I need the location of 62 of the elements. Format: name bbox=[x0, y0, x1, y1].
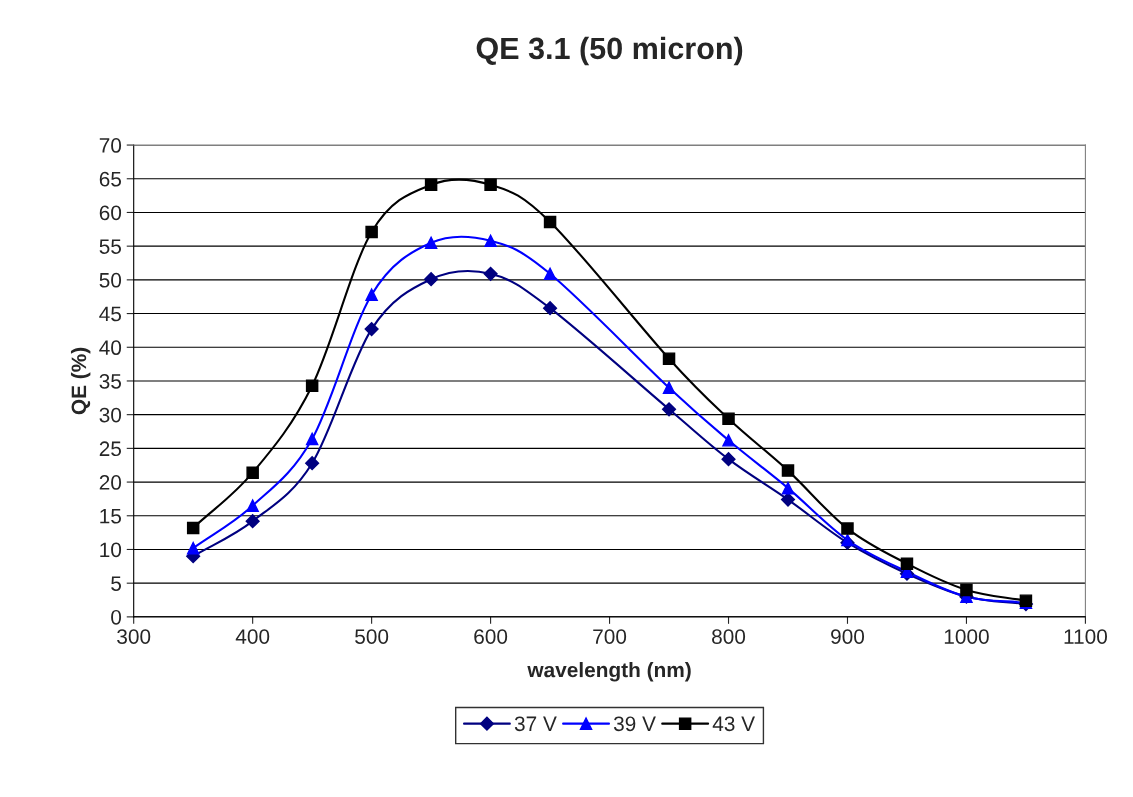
point bbox=[424, 236, 438, 250]
point bbox=[900, 557, 914, 570]
y-tick-label: 45 bbox=[99, 306, 122, 322]
legend-label: 43 V bbox=[712, 716, 755, 732]
y-tick-label: 65 bbox=[99, 171, 122, 187]
point bbox=[246, 466, 259, 479]
point bbox=[841, 522, 854, 535]
y-tick-label: 70 bbox=[99, 138, 122, 153]
legend-label: 39 V bbox=[613, 716, 656, 732]
point bbox=[661, 402, 677, 417]
y-tick-label: 40 bbox=[99, 340, 122, 356]
y-axis-title: QE (%) bbox=[70, 347, 91, 415]
y-tick-label: 20 bbox=[99, 475, 122, 490]
point bbox=[722, 412, 735, 425]
point bbox=[186, 541, 200, 555]
y-tick-label: 10 bbox=[100, 542, 122, 558]
y-tick-label: 60 bbox=[99, 205, 122, 221]
point bbox=[662, 381, 676, 394]
chart-title: QE 3.1 (50 micron) bbox=[476, 36, 743, 66]
y-tick-label: 50 bbox=[99, 272, 122, 288]
x-tick-label: 1100 bbox=[1064, 629, 1108, 644]
x-tick-label: 700 bbox=[593, 629, 627, 644]
x-tick-label: 300 bbox=[117, 629, 151, 644]
point bbox=[662, 352, 676, 365]
y-tick-label: 35 bbox=[99, 373, 122, 389]
point bbox=[781, 481, 795, 495]
point bbox=[483, 266, 498, 281]
point bbox=[305, 456, 320, 471]
y-tick-label: 5 bbox=[111, 576, 122, 591]
point bbox=[305, 432, 319, 446]
y-tick-label: 25 bbox=[99, 441, 122, 457]
y-tick-label: 30 bbox=[99, 407, 122, 423]
x-tick-label: 500 bbox=[355, 629, 389, 644]
point bbox=[424, 272, 439, 287]
point bbox=[781, 464, 795, 477]
x-axis-title: wavelength (nm) bbox=[527, 661, 691, 682]
point bbox=[365, 225, 378, 239]
x-tick-label: 900 bbox=[831, 629, 865, 644]
point bbox=[305, 379, 319, 392]
x-tick-label: 400 bbox=[235, 629, 270, 644]
y-tick-label: 55 bbox=[99, 239, 122, 254]
point bbox=[245, 514, 260, 529]
point bbox=[543, 267, 557, 281]
x-tick-label: 1000 bbox=[944, 629, 989, 644]
point bbox=[246, 499, 259, 512]
x-tick-label: 600 bbox=[474, 629, 508, 644]
point bbox=[780, 492, 796, 507]
point bbox=[484, 234, 497, 248]
point bbox=[364, 321, 379, 337]
point bbox=[186, 521, 200, 535]
y-tick-label: 15 bbox=[100, 508, 122, 524]
x-tick-label: 800 bbox=[712, 629, 746, 644]
point bbox=[543, 215, 557, 229]
point bbox=[722, 434, 735, 447]
y-tick-label: 0 bbox=[111, 609, 122, 625]
point bbox=[424, 178, 438, 192]
legend-label: 37 V bbox=[514, 716, 557, 732]
point bbox=[484, 178, 497, 192]
point bbox=[542, 301, 558, 316]
point bbox=[960, 583, 973, 597]
point bbox=[365, 288, 378, 301]
point bbox=[721, 452, 736, 467]
